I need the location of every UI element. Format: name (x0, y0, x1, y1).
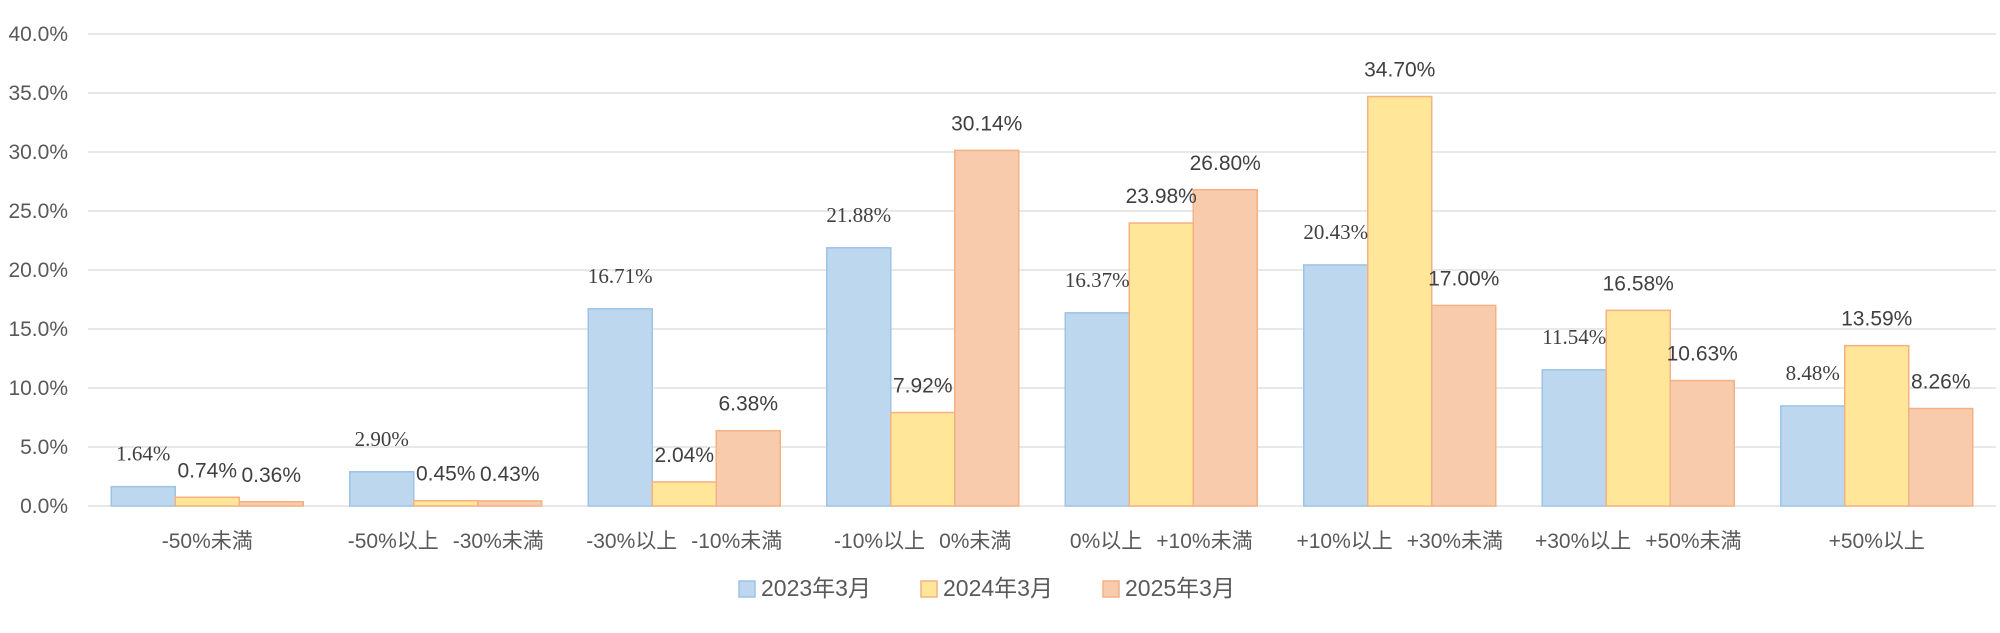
y-tick-label: 30.0% (8, 141, 68, 164)
data-label: 11.54% (1542, 325, 1606, 349)
data-label: 0.74% (177, 459, 237, 482)
data-labels: 1.64% 2.90% 16.71% 21.88% 16.37% 20.43% 11.54%… (116, 59, 1970, 487)
bars (110, 95, 1974, 507)
y-axis-ticks: 0.0% 5.0% 10.0% 15.0% 20.0% 25.0% 30.0% 35.0% 40… (8, 23, 68, 518)
data-label: 7.92% (893, 375, 953, 398)
data-label: 23.98% (1126, 185, 1197, 208)
bar (413, 499, 479, 507)
bar (587, 308, 653, 507)
bar (715, 429, 781, 507)
legend-swatch (738, 580, 756, 598)
legend-label: 2023年3月 (761, 575, 871, 601)
bar (1303, 264, 1369, 507)
bar (651, 481, 717, 507)
y-tick-label: 35.0% (8, 82, 68, 105)
bar (954, 149, 1020, 507)
bar (1192, 189, 1258, 507)
data-label: 0.36% (241, 464, 301, 487)
y-tick-label: 0.0% (20, 495, 68, 518)
category-label: -10%以上 0%未満 (834, 530, 1011, 553)
category-label: -50%未満 (162, 530, 253, 553)
data-label: 26.80% (1190, 152, 1261, 175)
bar (1128, 222, 1194, 507)
y-tick-label: 40.0% (8, 23, 68, 46)
bar (174, 496, 240, 507)
data-label: 2.04% (654, 444, 714, 467)
data-label: 30.14% (951, 112, 1022, 135)
y-tick-label: 15.0% (8, 318, 68, 341)
data-label: 21.88% (826, 203, 891, 227)
category-label: +10%以上 +30%未満 (1296, 530, 1503, 553)
category-label: +30%以上 +50%未満 (1535, 530, 1742, 553)
bar (1367, 95, 1433, 507)
legend-label: 2025年3月 (1125, 575, 1235, 601)
bar (1541, 369, 1607, 507)
category-label-part: +30%以上 (1535, 530, 1631, 553)
category-label-part: 0%未満 (939, 530, 1011, 553)
data-label: 20.43% (1303, 220, 1368, 244)
bar (110, 485, 176, 507)
legend-swatch (920, 580, 938, 598)
data-label: 34.70% (1364, 59, 1435, 82)
data-label: 8.48% (1786, 361, 1840, 385)
legend-label: 2024年3月 (943, 575, 1053, 601)
y-tick-label: 5.0% (20, 436, 68, 459)
data-label: 16.58% (1603, 272, 1674, 295)
data-label: 1.64% (116, 442, 170, 466)
category-label: -30%以上 -10%未満 (586, 530, 782, 553)
category-label: 0%以上 +10%未満 (1070, 530, 1253, 553)
y-tick-label: 25.0% (8, 200, 68, 223)
category-label-part: -10%以上 (834, 530, 925, 553)
data-label: 6.38% (718, 393, 778, 416)
category-label-part: +10%以上 (1296, 530, 1392, 553)
category-label-part: -30%未満 (453, 530, 544, 553)
category-label-part: +50%未満 (1645, 530, 1741, 553)
bar (1780, 405, 1846, 507)
category-label-part: -10%未満 (691, 530, 782, 553)
data-label: 8.26% (1911, 371, 1971, 394)
category-label: +50%以上 (1829, 530, 1925, 553)
bar (1844, 344, 1910, 507)
data-label: 16.71% (588, 264, 653, 288)
data-label: 0.43% (480, 463, 540, 486)
bar (1605, 309, 1671, 507)
data-label: 10.63% (1667, 343, 1738, 366)
data-label: 16.37% (1065, 268, 1130, 292)
bar (890, 411, 956, 507)
bar (826, 247, 892, 507)
data-label: 2.90% (355, 427, 409, 451)
category-label-part: +30%未満 (1407, 530, 1503, 553)
gridlines (88, 33, 1996, 507)
bar (238, 501, 304, 507)
bar (1908, 407, 1974, 507)
category-label-part: 0%以上 (1070, 530, 1142, 553)
bar (1431, 304, 1497, 507)
data-label: 0.45% (416, 463, 476, 486)
bar (349, 471, 415, 507)
y-tick-label: 20.0% (8, 259, 68, 282)
legend-swatch (1102, 580, 1120, 598)
y-tick-label: 10.0% (8, 377, 68, 400)
category-label-part: -50%以上 (348, 530, 439, 553)
category-label-part: +10%未満 (1156, 530, 1252, 553)
bar (477, 500, 543, 507)
category-label: -50%以上 -30%未満 (348, 530, 544, 553)
bar (1064, 312, 1130, 507)
x-axis-categories: -50%未満 -50%以上 -30%未満 -30%以上 -10%未満 -10%以上 0%未満… (162, 530, 1925, 553)
data-label: 17.00% (1428, 267, 1499, 290)
category-label-part: -30%以上 (586, 530, 677, 553)
legend: 2023年3月 2024年3月 2025年3月 (738, 575, 1235, 601)
data-label: 13.59% (1841, 308, 1912, 331)
bar (1669, 379, 1735, 507)
